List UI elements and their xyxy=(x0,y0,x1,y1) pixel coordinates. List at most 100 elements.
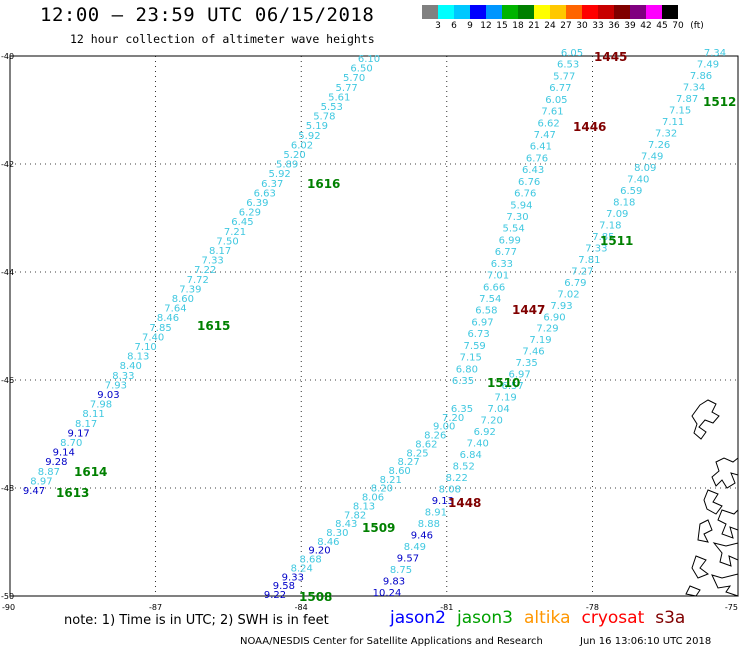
legend-level-label: 3 xyxy=(435,21,441,31)
wave-height-value: 5.94 xyxy=(510,200,532,211)
satellite-name: jason2 xyxy=(390,608,446,628)
legend-swatch xyxy=(534,5,550,19)
pass-time-label: 1512 xyxy=(703,95,736,109)
wave-height-value: 8.30 xyxy=(326,528,348,539)
wave-height-value: 7.93 xyxy=(105,380,127,391)
wave-height-value: 7.40 xyxy=(467,439,489,450)
legend-swatches xyxy=(422,5,740,19)
wave-height-value: 5.19 xyxy=(306,121,328,132)
wave-height-value: 6.02 xyxy=(291,140,313,151)
map-grid xyxy=(9,55,739,597)
wave-height-value: 6.63 xyxy=(254,188,276,199)
wave-height-value: 8.46 xyxy=(157,313,179,324)
lon-tick-label: -78 xyxy=(586,603,599,612)
wave-height-value: 7.02 xyxy=(557,289,579,300)
wave-height-value: 7.85 xyxy=(592,232,614,243)
wave-height-value: 8.70 xyxy=(60,438,82,449)
wave-height-value: 8.60 xyxy=(172,294,194,305)
legend-swatch xyxy=(630,5,646,19)
wave-height-value: 6.97 xyxy=(471,317,493,328)
legend-swatch xyxy=(438,5,454,19)
page-title: 12:00 – 23:59 UTC 06/15/2018 xyxy=(40,4,375,26)
legend-level-label: 24 xyxy=(544,21,556,31)
wave-height-value: 5.92 xyxy=(298,131,320,142)
wave-height-value: 8.43 xyxy=(335,519,357,530)
wave-height-value: 9.28 xyxy=(45,457,67,468)
legend-level-label: 21 xyxy=(528,21,540,31)
wave-height-value: 7.64 xyxy=(164,304,186,315)
wave-height-value: 7.81 xyxy=(578,255,600,266)
wave-height-value: 8.17 xyxy=(75,419,97,430)
wave-height-value: 7.30 xyxy=(506,212,528,223)
legend-level-label: 6 xyxy=(451,21,457,31)
wave-height-value: 8.22 xyxy=(446,473,468,484)
wave-height-value: 8.18 xyxy=(613,197,635,208)
legend-level-label: 33 xyxy=(592,21,604,31)
wave-height-value: 6.58 xyxy=(475,306,497,317)
wave-height-value: 6.33 xyxy=(491,259,513,270)
wave-height-value: 7.82 xyxy=(344,510,366,521)
wave-height-value: 6.97 xyxy=(508,370,530,381)
lat-tick-label: -48 xyxy=(1,484,14,493)
pass-time-label: 1508 xyxy=(299,590,332,604)
coastline-segment xyxy=(691,555,710,579)
wave-height-value: 7.15 xyxy=(460,353,482,364)
wave-height-value: 5.92 xyxy=(269,169,291,180)
coastline-segment xyxy=(703,489,723,515)
wave-height-value: 9.17 xyxy=(68,428,90,439)
wave-height-value: 6.76 xyxy=(526,153,548,164)
wave-height-value: 8.49 xyxy=(404,542,426,553)
legend-swatch xyxy=(502,5,518,19)
wave-height-value: 8.17 xyxy=(209,246,231,257)
wave-height-value: 7.19 xyxy=(495,393,517,404)
wave-height-value: 6.35 xyxy=(451,404,473,415)
wave-height-value: 6.77 xyxy=(495,247,517,258)
wave-height-value: 7.61 xyxy=(541,107,563,118)
wave-height-value: 6.76 xyxy=(514,189,536,200)
legend-swatch xyxy=(422,5,438,19)
lon-tick-label: -90 xyxy=(2,603,15,612)
wave-height-value: 6.05 xyxy=(561,48,583,59)
wave-height-value: 8.52 xyxy=(453,462,475,473)
wave-height-value: 9.00 xyxy=(433,422,455,433)
coastline-segment xyxy=(697,519,713,543)
wave-height-value: 8.06 xyxy=(362,493,384,504)
wave-height-value: 7.39 xyxy=(179,284,201,295)
wave-height-value: 8.68 xyxy=(299,555,321,566)
pass-time-label: 1448 xyxy=(448,496,481,510)
wave-height-value: 5.70 xyxy=(343,73,365,84)
wave-height-value: 5.53 xyxy=(321,102,343,113)
wave-height-value: 8.27 xyxy=(397,457,419,468)
legend-level-label: 70 xyxy=(672,21,684,31)
wave-height-value: 7.15 xyxy=(669,105,691,116)
legend-level-label: 15 xyxy=(496,21,508,31)
wave-height-value: 9.13 xyxy=(432,496,454,507)
wave-height-value: 7.40 xyxy=(142,332,164,343)
satellite-name: cryosat xyxy=(581,608,645,628)
timestamp: Jun 16 13:06:10 UTC 2018 xyxy=(580,636,712,647)
wave-height-value: 8.11 xyxy=(82,409,104,420)
wave-height-value: 9.14 xyxy=(53,448,75,459)
lat-tick-label: -42 xyxy=(1,160,14,169)
wave-height-value: 9.57 xyxy=(397,554,419,565)
wave-height-value: 8.26 xyxy=(424,431,446,442)
pass-time-label: 1616 xyxy=(307,177,340,191)
pass-time-label: 1511 xyxy=(600,234,633,248)
wave-height-value: 8.20 xyxy=(371,484,393,495)
legend-swatch xyxy=(566,5,582,19)
coastline-segment xyxy=(711,573,739,597)
wave-height-value: 6.57 xyxy=(501,381,523,392)
wave-height-value: 6.43 xyxy=(522,165,544,176)
pass-time-label: 1510 xyxy=(487,376,520,390)
coastline-segment xyxy=(712,542,739,567)
wave-height-value: 9.46 xyxy=(411,531,433,542)
wave-height-value: 6.84 xyxy=(460,450,482,461)
coastline-segment xyxy=(717,508,739,539)
legend-swatch xyxy=(582,5,598,19)
wave-height-value: 6.73 xyxy=(467,329,489,340)
wave-height-value: 6.77 xyxy=(549,83,571,94)
wave-height-value: 7.27 xyxy=(571,266,593,277)
map-axes: -40 -42 -44 -46 -48 -50 -90 -87 -84 -81 -78 -75 xyxy=(1,52,738,612)
wave-height-value: 6.80 xyxy=(456,364,478,375)
legend-level-label: 42 xyxy=(640,21,652,31)
